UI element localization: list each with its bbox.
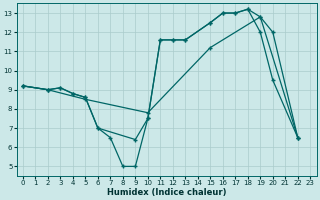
X-axis label: Humidex (Indice chaleur): Humidex (Indice chaleur) [107, 188, 226, 197]
